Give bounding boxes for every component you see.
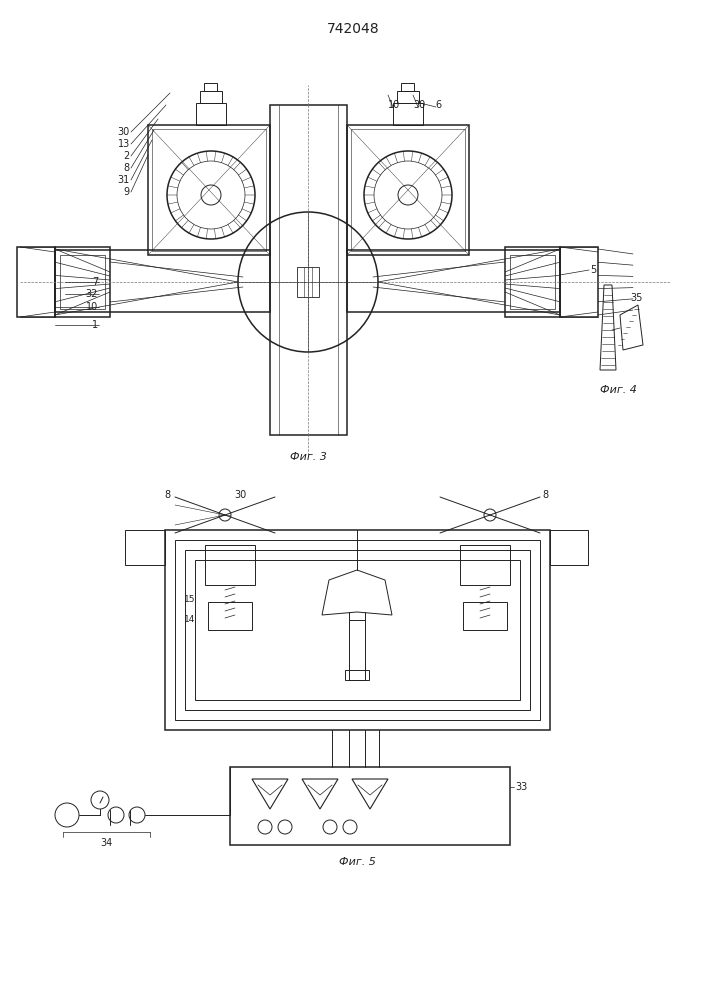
Bar <box>60 255 105 309</box>
Bar <box>463 602 507 630</box>
Text: 32: 32 <box>86 289 98 299</box>
Bar <box>297 267 319 297</box>
Bar <box>152 129 266 251</box>
Text: 8: 8 <box>542 490 548 500</box>
Text: 7: 7 <box>92 277 98 287</box>
Text: 35: 35 <box>630 293 643 303</box>
Bar <box>185 550 530 710</box>
Bar <box>17 247 55 317</box>
Text: 6: 6 <box>435 100 441 110</box>
Bar <box>347 250 560 312</box>
Bar <box>230 767 510 845</box>
Text: Фиг. 3: Фиг. 3 <box>290 452 327 462</box>
Bar <box>208 602 252 630</box>
Text: 33: 33 <box>515 782 527 792</box>
Bar <box>196 103 226 125</box>
Text: 31: 31 <box>118 175 130 185</box>
Bar <box>351 129 465 251</box>
Bar <box>55 250 270 312</box>
Bar <box>401 83 414 91</box>
Bar <box>125 530 165 565</box>
Bar <box>345 670 369 680</box>
Bar <box>397 91 419 103</box>
Text: 8: 8 <box>124 163 130 173</box>
Text: 30: 30 <box>413 100 425 110</box>
Text: 10: 10 <box>388 100 400 110</box>
Bar <box>204 83 217 91</box>
Bar <box>347 125 469 255</box>
Text: 34: 34 <box>100 838 112 848</box>
Bar <box>55 247 110 317</box>
Bar <box>560 247 598 317</box>
Text: 9: 9 <box>124 187 130 197</box>
Bar <box>349 620 365 680</box>
Bar <box>195 560 520 700</box>
Text: Фиг. 5: Фиг. 5 <box>339 857 375 867</box>
Text: 1: 1 <box>92 320 98 330</box>
Text: 742048: 742048 <box>327 22 380 36</box>
Bar <box>200 91 222 103</box>
Text: Фиг. 4: Фиг. 4 <box>600 385 636 395</box>
Bar <box>175 540 540 720</box>
Text: 2: 2 <box>124 151 130 161</box>
Text: 8: 8 <box>164 490 170 500</box>
Text: 13: 13 <box>118 139 130 149</box>
Bar <box>270 105 347 435</box>
Bar <box>165 530 550 730</box>
Bar <box>510 255 555 309</box>
Text: 30: 30 <box>118 127 130 137</box>
Bar <box>393 103 423 125</box>
Text: 5: 5 <box>590 265 596 275</box>
Text: 14: 14 <box>184 615 195 624</box>
Text: 10: 10 <box>86 302 98 312</box>
Bar <box>148 125 270 255</box>
Bar <box>550 530 588 565</box>
Text: 30: 30 <box>234 490 246 500</box>
Text: 15: 15 <box>184 595 195 604</box>
Bar <box>205 545 255 585</box>
Bar <box>505 247 560 317</box>
Bar <box>460 545 510 585</box>
